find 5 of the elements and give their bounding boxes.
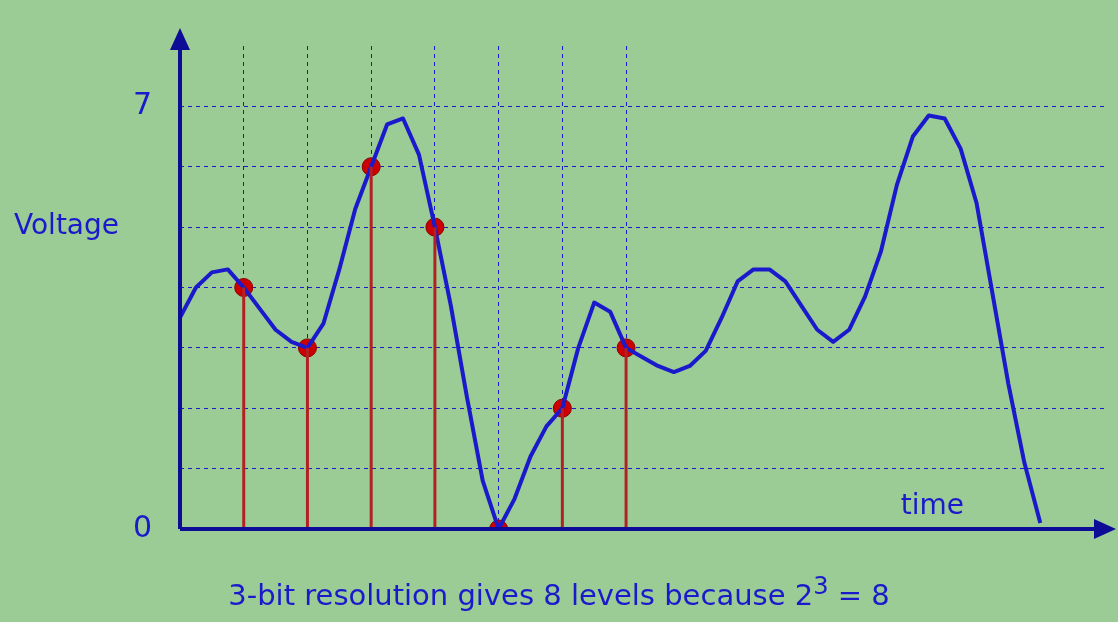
- y-tick-label: 0: [132, 508, 152, 544]
- y-axis-title: Voltage: [14, 208, 120, 242]
- text: 3-bit resolution gives 8 levels because 2$^{3}$ = 8: [227, 572, 891, 612]
- y-tick-label: 7: [132, 86, 152, 122]
- x-axis-title: time: [900, 488, 964, 522]
